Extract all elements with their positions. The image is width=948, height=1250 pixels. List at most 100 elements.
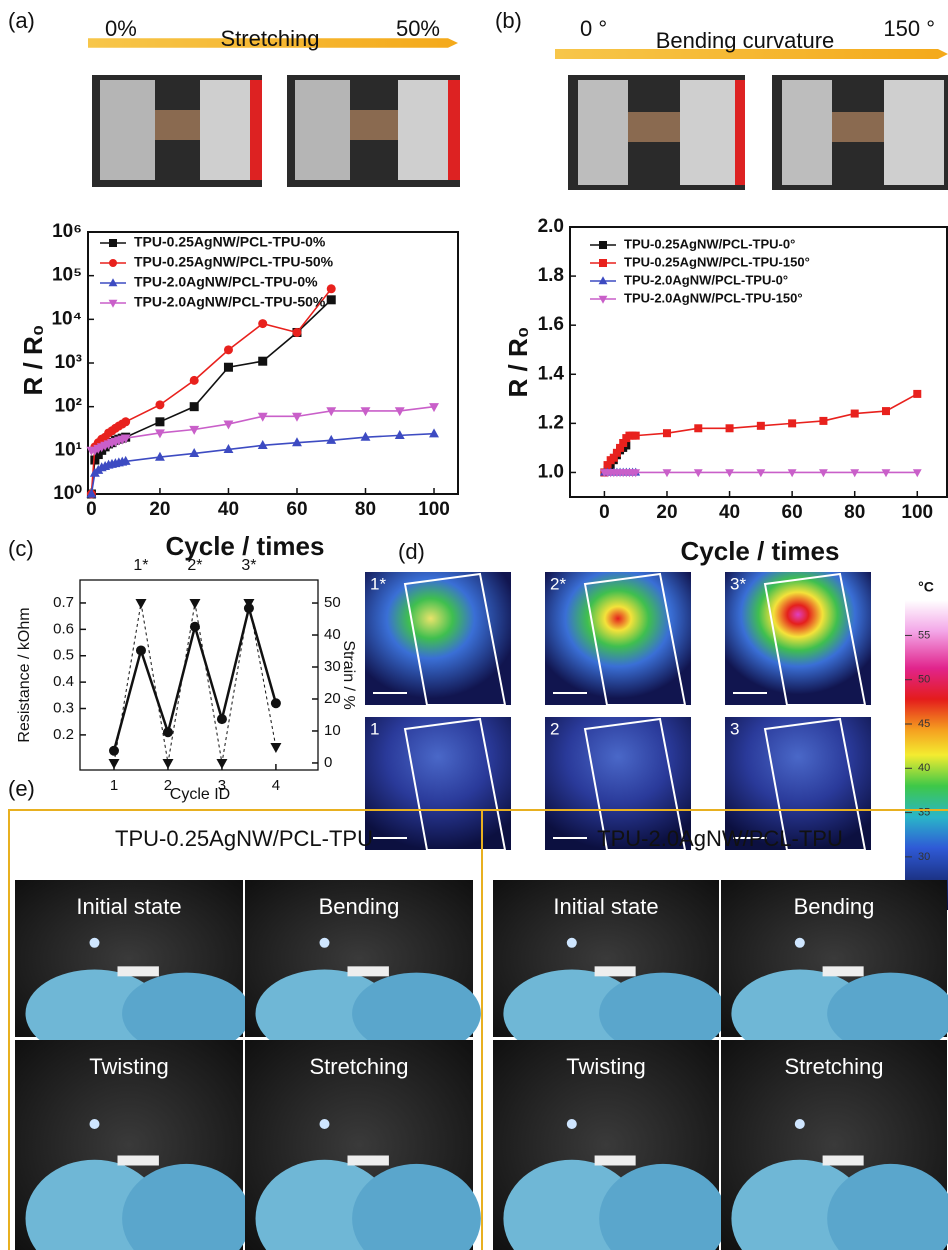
- arrow-end: 50%: [396, 16, 440, 41]
- legend-label: TPU-2.0AgNW/PCL-TPU-50%: [134, 294, 326, 310]
- colorbar-tick-label: 45: [918, 718, 930, 730]
- marker: [190, 376, 199, 385]
- marker: [109, 259, 117, 267]
- marker: [851, 410, 859, 418]
- y2-tick-label: 40: [324, 626, 341, 643]
- panel-label: (b): [495, 8, 522, 33]
- y2-axis-title: Strain / %: [340, 640, 357, 709]
- marker: [599, 276, 608, 284]
- arrow-title: Bending curvature: [656, 28, 835, 53]
- x-tick-label: 0: [86, 499, 97, 520]
- legend-label: TPU-0.25AgNW/PCL-TPU-150°: [624, 254, 810, 269]
- annotation: 1*: [133, 557, 148, 574]
- marker: [395, 407, 405, 416]
- y-tick-label: 0.7: [53, 594, 74, 611]
- marker: [292, 413, 302, 422]
- marker: [292, 328, 301, 337]
- y-tick-label: 10⁶: [52, 221, 82, 242]
- marker: [189, 599, 200, 609]
- y2-tick-label: 20: [324, 690, 341, 707]
- thermal-image: [365, 717, 511, 850]
- panel-label: (d): [398, 539, 425, 564]
- y-axis-title: Resistance / kOhm: [16, 607, 33, 742]
- sample: [118, 1156, 159, 1166]
- photo-caption: Initial state: [553, 894, 658, 919]
- photo-caption: Twisting: [566, 1054, 645, 1079]
- legend-label: TPU-0.25AgNW/PCL-TPU-0%: [134, 234, 326, 250]
- sample: [348, 966, 389, 976]
- annotation: 3*: [241, 557, 256, 574]
- colorbar-unit: °C: [918, 579, 934, 595]
- photo-caption: Stretching: [309, 1054, 408, 1079]
- image-label: 1*: [370, 574, 386, 593]
- y-tick-label: 0.5: [53, 647, 74, 664]
- y-tick-label: 10⁰: [53, 483, 82, 504]
- marker: [694, 424, 702, 432]
- photo-caption: Bending: [319, 894, 400, 919]
- legend-label: TPU-2.0AgNW/PCL-TPU-0°: [624, 272, 788, 287]
- panel-a-photos: [88, 38, 460, 187]
- marker: [913, 390, 921, 398]
- arrow-end: 150 °: [883, 16, 935, 41]
- y-axis-title: R / R₀: [18, 325, 48, 396]
- led: [90, 938, 100, 948]
- marker: [217, 714, 227, 724]
- arrow-start: 0 °: [580, 16, 607, 41]
- photo-caption: Initial state: [76, 894, 181, 919]
- image-label: 1: [370, 719, 379, 738]
- image-label: 3*: [730, 574, 746, 593]
- legend-label: TPU-0.25AgNW/PCL-TPU-50%: [134, 254, 334, 270]
- marker: [632, 432, 640, 440]
- led: [795, 1119, 805, 1129]
- panel-label: (c): [8, 536, 34, 561]
- y2-tick-label: 50: [324, 594, 341, 611]
- marker: [190, 402, 199, 411]
- y-tick-label: 1.8: [538, 265, 564, 286]
- y-tick-label: 2.0: [538, 216, 564, 237]
- panel-label: (e): [8, 776, 35, 801]
- y2-tick-label: 10: [324, 722, 341, 739]
- marker: [121, 417, 130, 426]
- photo-caption: Stretching: [784, 1054, 883, 1079]
- y2-tick-label: 30: [324, 658, 341, 675]
- marker: [109, 239, 117, 247]
- y-axis-title: R / R₀: [503, 327, 533, 398]
- marker: [155, 417, 164, 426]
- marker: [109, 746, 119, 756]
- y-tick-label: 10³: [55, 352, 82, 373]
- photo-caption: Bending: [794, 894, 875, 919]
- marker: [270, 743, 281, 753]
- x-axis-title: Cycle / times: [681, 536, 840, 566]
- marker: [224, 345, 233, 354]
- x-tick-label: 1: [110, 777, 118, 794]
- x-tick-label: 60: [782, 502, 803, 523]
- marker: [109, 759, 120, 769]
- marker: [258, 357, 267, 366]
- marker: [224, 363, 233, 372]
- y-tick-label: 1.2: [538, 412, 564, 433]
- marker: [819, 417, 827, 425]
- marker: [599, 241, 607, 249]
- thermal-image: [545, 572, 691, 705]
- x-tick-label: 60: [286, 499, 307, 520]
- image-label: 2: [550, 719, 559, 738]
- legend-label: TPU-2.0AgNW/PCL-TPU-150°: [624, 290, 803, 305]
- x-tick-label: 20: [656, 502, 677, 523]
- x-tick-label: 80: [844, 502, 865, 523]
- photo-caption: Twisting: [89, 1054, 168, 1079]
- y2-tick-label: 0: [324, 754, 332, 771]
- arrow-start: 0%: [105, 16, 137, 41]
- legend-label: TPU-2.0AgNW/PCL-TPU-0%: [134, 274, 318, 290]
- marker: [163, 727, 173, 737]
- x-tick-label: 80: [355, 499, 376, 520]
- colorbar-tick-label: 55: [918, 629, 930, 641]
- arrow-title: Stretching: [220, 26, 319, 51]
- x-tick-label: 100: [901, 502, 933, 523]
- y-tick-label: 0.6: [53, 620, 74, 637]
- thermal-image: [365, 572, 511, 705]
- y-tick-label: 0.2: [53, 726, 74, 743]
- marker: [109, 278, 118, 286]
- thermal-image: [725, 572, 871, 705]
- marker: [788, 419, 796, 427]
